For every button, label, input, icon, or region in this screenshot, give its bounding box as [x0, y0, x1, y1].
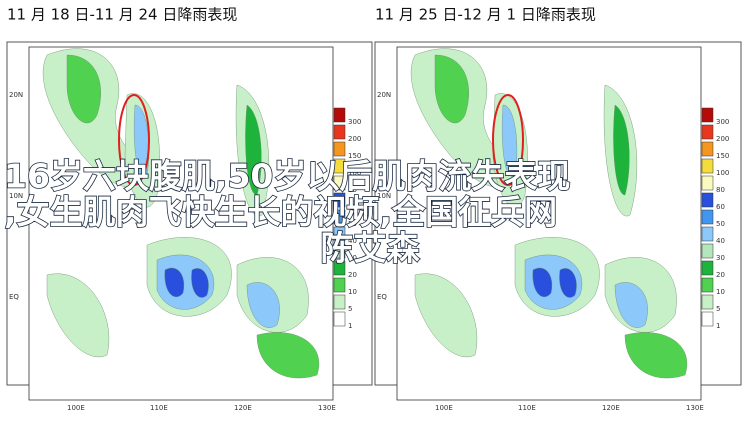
legend-swatch: [333, 209, 346, 225]
legend-label: 30: [716, 254, 725, 262]
legend-swatch: [333, 107, 346, 123]
highlight-circle: [492, 94, 524, 186]
legend-swatch: [701, 311, 714, 327]
legend-label: 50: [348, 220, 357, 228]
rain-area: [246, 282, 280, 328]
legend-label: 80: [716, 186, 725, 194]
panel-title: 11 月 18 日-11 月 24 日降雨表现: [7, 6, 237, 24]
legend-label: 5: [716, 305, 720, 313]
legend-swatch: [701, 277, 714, 293]
rain-area: [66, 54, 101, 123]
rain-area: [532, 267, 553, 298]
overlay-line: 陈艾森: [321, 229, 421, 268]
legend-label: 1: [348, 322, 352, 330]
rain-area: [164, 267, 185, 298]
legend-swatch: [701, 124, 714, 140]
legend-label: 200: [716, 135, 729, 143]
legend-label: 150: [716, 152, 729, 160]
legend-label: 100: [348, 169, 361, 177]
legend-label: 60: [716, 203, 725, 211]
legend-label: 40: [348, 237, 357, 245]
rain-area: [434, 54, 469, 123]
rain-area: [46, 273, 110, 357]
legend-label: 50: [716, 220, 725, 228]
legend-label: 300: [348, 118, 361, 126]
panel-title: 11 月 25 日-12 月 1 日降雨表现: [375, 6, 596, 24]
lon-label: 100E: [67, 404, 85, 412]
legend-swatch: [333, 175, 346, 191]
legend-swatch: [701, 294, 714, 310]
legend-label: 10: [348, 288, 357, 296]
legend-label: 30: [348, 254, 357, 262]
legend-label: 10: [716, 288, 725, 296]
legend-label: 80: [348, 186, 357, 194]
overlay-line: ,女生肌肉飞快生长的视频,全国征兵网: [4, 193, 557, 232]
legend-swatch: [701, 107, 714, 123]
legend-swatch: [701, 158, 714, 174]
legend-swatch: [333, 311, 346, 327]
rain-area: [613, 104, 630, 196]
legend-swatch: [333, 226, 346, 242]
legend-label: 100: [716, 169, 729, 177]
lat-label: 10N: [377, 192, 391, 200]
legend-label: 40: [716, 237, 725, 245]
rain-area: [501, 104, 518, 177]
map-panel: 11 月 18 日-11 月 24 日降雨表现 20N 10N EQ 100E 110E 1…: [6, 6, 373, 412]
legend-swatch: [333, 158, 346, 174]
legend-swatch: [333, 277, 346, 293]
legend-label: 5: [348, 305, 352, 313]
legend-swatch: [333, 294, 346, 310]
legend-swatch: [701, 243, 714, 259]
lat-label: 20N: [9, 91, 23, 99]
legend-swatch: [701, 260, 714, 276]
legend-label: 1: [716, 322, 720, 330]
rain-area: [559, 268, 577, 298]
legend-label: 300: [716, 118, 729, 126]
overlay-line: 16岁六块腹肌,50岁以后肌肉流失表现: [4, 157, 570, 196]
legend-label: 60: [348, 203, 357, 211]
legend-swatch: [701, 141, 714, 157]
legend-swatch: [333, 192, 346, 208]
rain-area: [133, 104, 150, 177]
legend-swatch: [701, 175, 714, 191]
rain-area: [191, 268, 209, 298]
legend-label: 20: [716, 271, 725, 279]
lat-label: 20N: [377, 91, 391, 99]
legend-swatch: [333, 141, 346, 157]
rain-area: [614, 282, 648, 328]
legend-swatch: [333, 243, 346, 259]
lat-label: 10N: [9, 192, 23, 200]
legend-label: 200: [348, 135, 361, 143]
lon-label: 120E: [234, 404, 252, 412]
rain-area: [245, 104, 262, 196]
legend-label: 150: [348, 152, 361, 160]
legend-swatch: [333, 260, 346, 276]
lon-label: 130E: [318, 404, 336, 412]
legend-label: 20: [348, 271, 357, 279]
lon-label: 110E: [518, 404, 536, 412]
rain-area: [624, 332, 687, 379]
rain-area: [256, 332, 319, 379]
lat-label: EQ: [377, 293, 387, 301]
rain-area: [414, 273, 478, 357]
lat-label: EQ: [9, 293, 19, 301]
legend-swatch: [333, 124, 346, 140]
legend-swatch: [701, 209, 714, 225]
lon-label: 110E: [150, 404, 168, 412]
lon-label: 100E: [435, 404, 453, 412]
legend-swatch: [701, 192, 714, 208]
legend-swatch: [701, 226, 714, 242]
lon-label: 130E: [686, 404, 704, 412]
lon-label: 120E: [602, 404, 620, 412]
highlight-circle: [118, 94, 150, 186]
